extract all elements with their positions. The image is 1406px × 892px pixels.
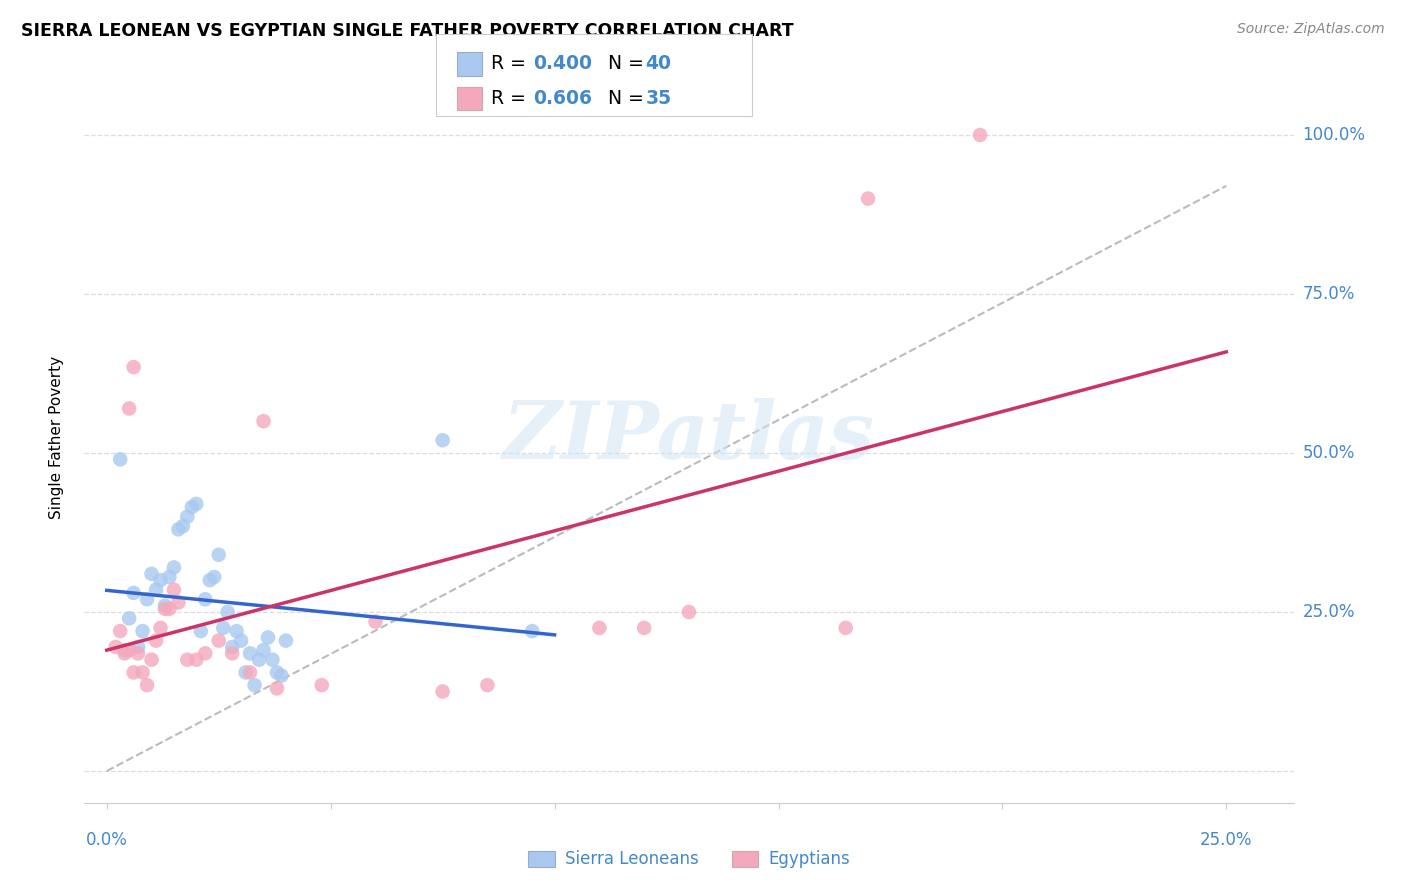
Point — [159, 602, 181, 616]
Point — [856, 192, 879, 206]
Point — [141, 653, 163, 667]
Point — [176, 653, 198, 667]
Point — [252, 643, 274, 657]
Point — [194, 592, 217, 607]
Point — [834, 621, 856, 635]
Point — [167, 595, 190, 609]
Point — [262, 653, 284, 667]
Point — [194, 646, 217, 660]
Point — [202, 570, 225, 584]
Point — [153, 599, 176, 613]
Point — [247, 653, 270, 667]
Text: R =: R = — [491, 54, 531, 73]
Point — [163, 560, 186, 574]
Point — [186, 497, 208, 511]
Point — [153, 602, 176, 616]
Point — [266, 681, 288, 696]
Point — [311, 678, 333, 692]
Text: 0.400: 0.400 — [533, 54, 592, 73]
Point — [114, 646, 136, 660]
Point — [149, 573, 172, 587]
Point — [136, 592, 159, 607]
Text: 0.0%: 0.0% — [86, 831, 128, 849]
Point — [678, 605, 700, 619]
Point — [176, 509, 198, 524]
Point — [432, 434, 454, 448]
Point — [167, 522, 190, 536]
Point — [208, 633, 231, 648]
Text: Source: ZipAtlas.com: Source: ZipAtlas.com — [1237, 22, 1385, 37]
Point — [432, 684, 454, 698]
Point — [122, 360, 145, 375]
Point — [364, 615, 387, 629]
Text: 25.0%: 25.0% — [1302, 603, 1355, 621]
Point — [229, 633, 252, 648]
Point — [235, 665, 257, 680]
Point — [477, 678, 499, 692]
Point — [122, 586, 145, 600]
Point — [274, 633, 297, 648]
Text: 40: 40 — [645, 54, 671, 73]
Text: ZIPatlas: ZIPatlas — [503, 399, 875, 475]
Point — [163, 582, 186, 597]
Point — [522, 624, 544, 638]
Point — [127, 646, 149, 660]
Point — [114, 643, 136, 657]
Point — [633, 621, 655, 635]
Text: SIERRA LEONEAN VS EGYPTIAN SINGLE FATHER POVERTY CORRELATION CHART: SIERRA LEONEAN VS EGYPTIAN SINGLE FATHER… — [21, 22, 794, 40]
Point — [122, 665, 145, 680]
Point — [198, 573, 221, 587]
Point — [225, 624, 247, 638]
Text: N =: N = — [596, 54, 650, 73]
Point — [104, 640, 127, 654]
Point — [252, 414, 274, 428]
Text: 100.0%: 100.0% — [1302, 126, 1365, 144]
Point — [208, 548, 231, 562]
Point — [136, 678, 159, 692]
Point — [108, 624, 131, 638]
Text: 50.0%: 50.0% — [1302, 444, 1355, 462]
Point — [118, 643, 141, 657]
Point — [588, 621, 610, 635]
Point — [243, 678, 266, 692]
Point — [221, 640, 243, 654]
Point — [186, 653, 208, 667]
Text: R =: R = — [491, 89, 531, 108]
Point — [969, 128, 991, 142]
Point — [145, 582, 167, 597]
Point — [118, 401, 141, 416]
Point — [221, 646, 243, 660]
Point — [159, 570, 181, 584]
Point — [180, 500, 202, 514]
Point — [212, 621, 235, 635]
Point — [149, 621, 172, 635]
Point — [141, 566, 163, 581]
Point — [127, 640, 149, 654]
Text: 35: 35 — [645, 89, 672, 108]
Point — [270, 668, 292, 682]
Text: 0.606: 0.606 — [533, 89, 592, 108]
Point — [108, 452, 131, 467]
Point — [118, 611, 141, 625]
Legend: Sierra Leoneans, Egyptians: Sierra Leoneans, Egyptians — [522, 844, 856, 875]
Text: 75.0%: 75.0% — [1302, 285, 1355, 303]
Point — [131, 624, 153, 638]
Point — [257, 631, 280, 645]
Point — [131, 665, 153, 680]
Point — [172, 519, 194, 533]
Y-axis label: Single Father Poverty: Single Father Poverty — [49, 356, 63, 518]
Point — [145, 633, 167, 648]
Point — [190, 624, 212, 638]
Text: 25.0%: 25.0% — [1201, 831, 1253, 849]
Point — [266, 665, 288, 680]
Text: N =: N = — [596, 89, 650, 108]
Point — [239, 665, 262, 680]
Point — [217, 605, 239, 619]
Point — [239, 646, 262, 660]
